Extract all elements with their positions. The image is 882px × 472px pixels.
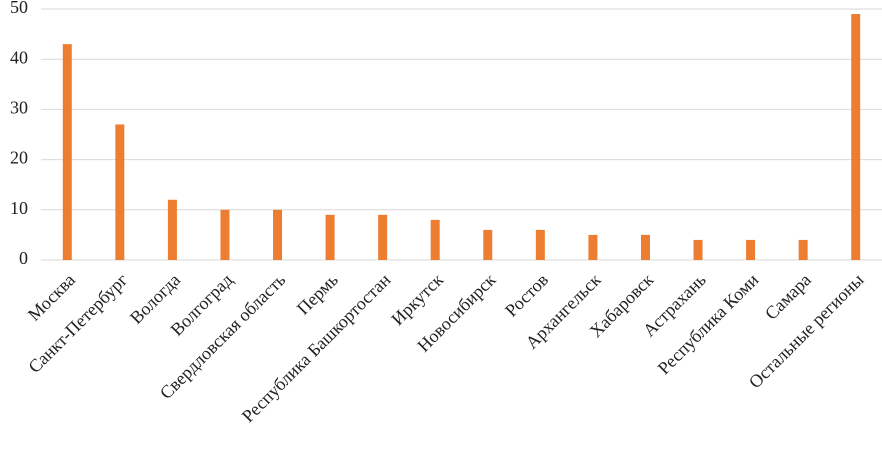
x-tick-label: Санкт-Петербург xyxy=(24,270,131,377)
bar xyxy=(798,239,808,260)
bar xyxy=(167,199,177,260)
bar xyxy=(746,239,756,260)
y-tick-label: 30 xyxy=(10,98,28,118)
bar xyxy=(430,219,440,260)
bar xyxy=(220,209,230,260)
bar xyxy=(851,14,861,260)
bar xyxy=(62,44,72,260)
y-tick-label: 20 xyxy=(10,148,28,168)
x-tick-label: Пермь xyxy=(293,270,342,319)
bar xyxy=(588,234,598,260)
y-tick-label: 40 xyxy=(10,47,28,67)
bar xyxy=(273,209,283,260)
bar xyxy=(483,229,493,260)
bar xyxy=(325,214,335,260)
x-tick-label: Республика Коми xyxy=(654,269,763,378)
x-tick-label: Ростов xyxy=(501,270,552,321)
bar xyxy=(693,239,703,260)
y-tick-label: 0 xyxy=(19,248,28,268)
bar xyxy=(535,229,545,260)
bar xyxy=(378,214,388,260)
bar xyxy=(640,234,650,260)
bar xyxy=(115,124,125,261)
y-tick-label: 10 xyxy=(10,198,28,218)
y-tick-label: 50 xyxy=(10,0,28,17)
